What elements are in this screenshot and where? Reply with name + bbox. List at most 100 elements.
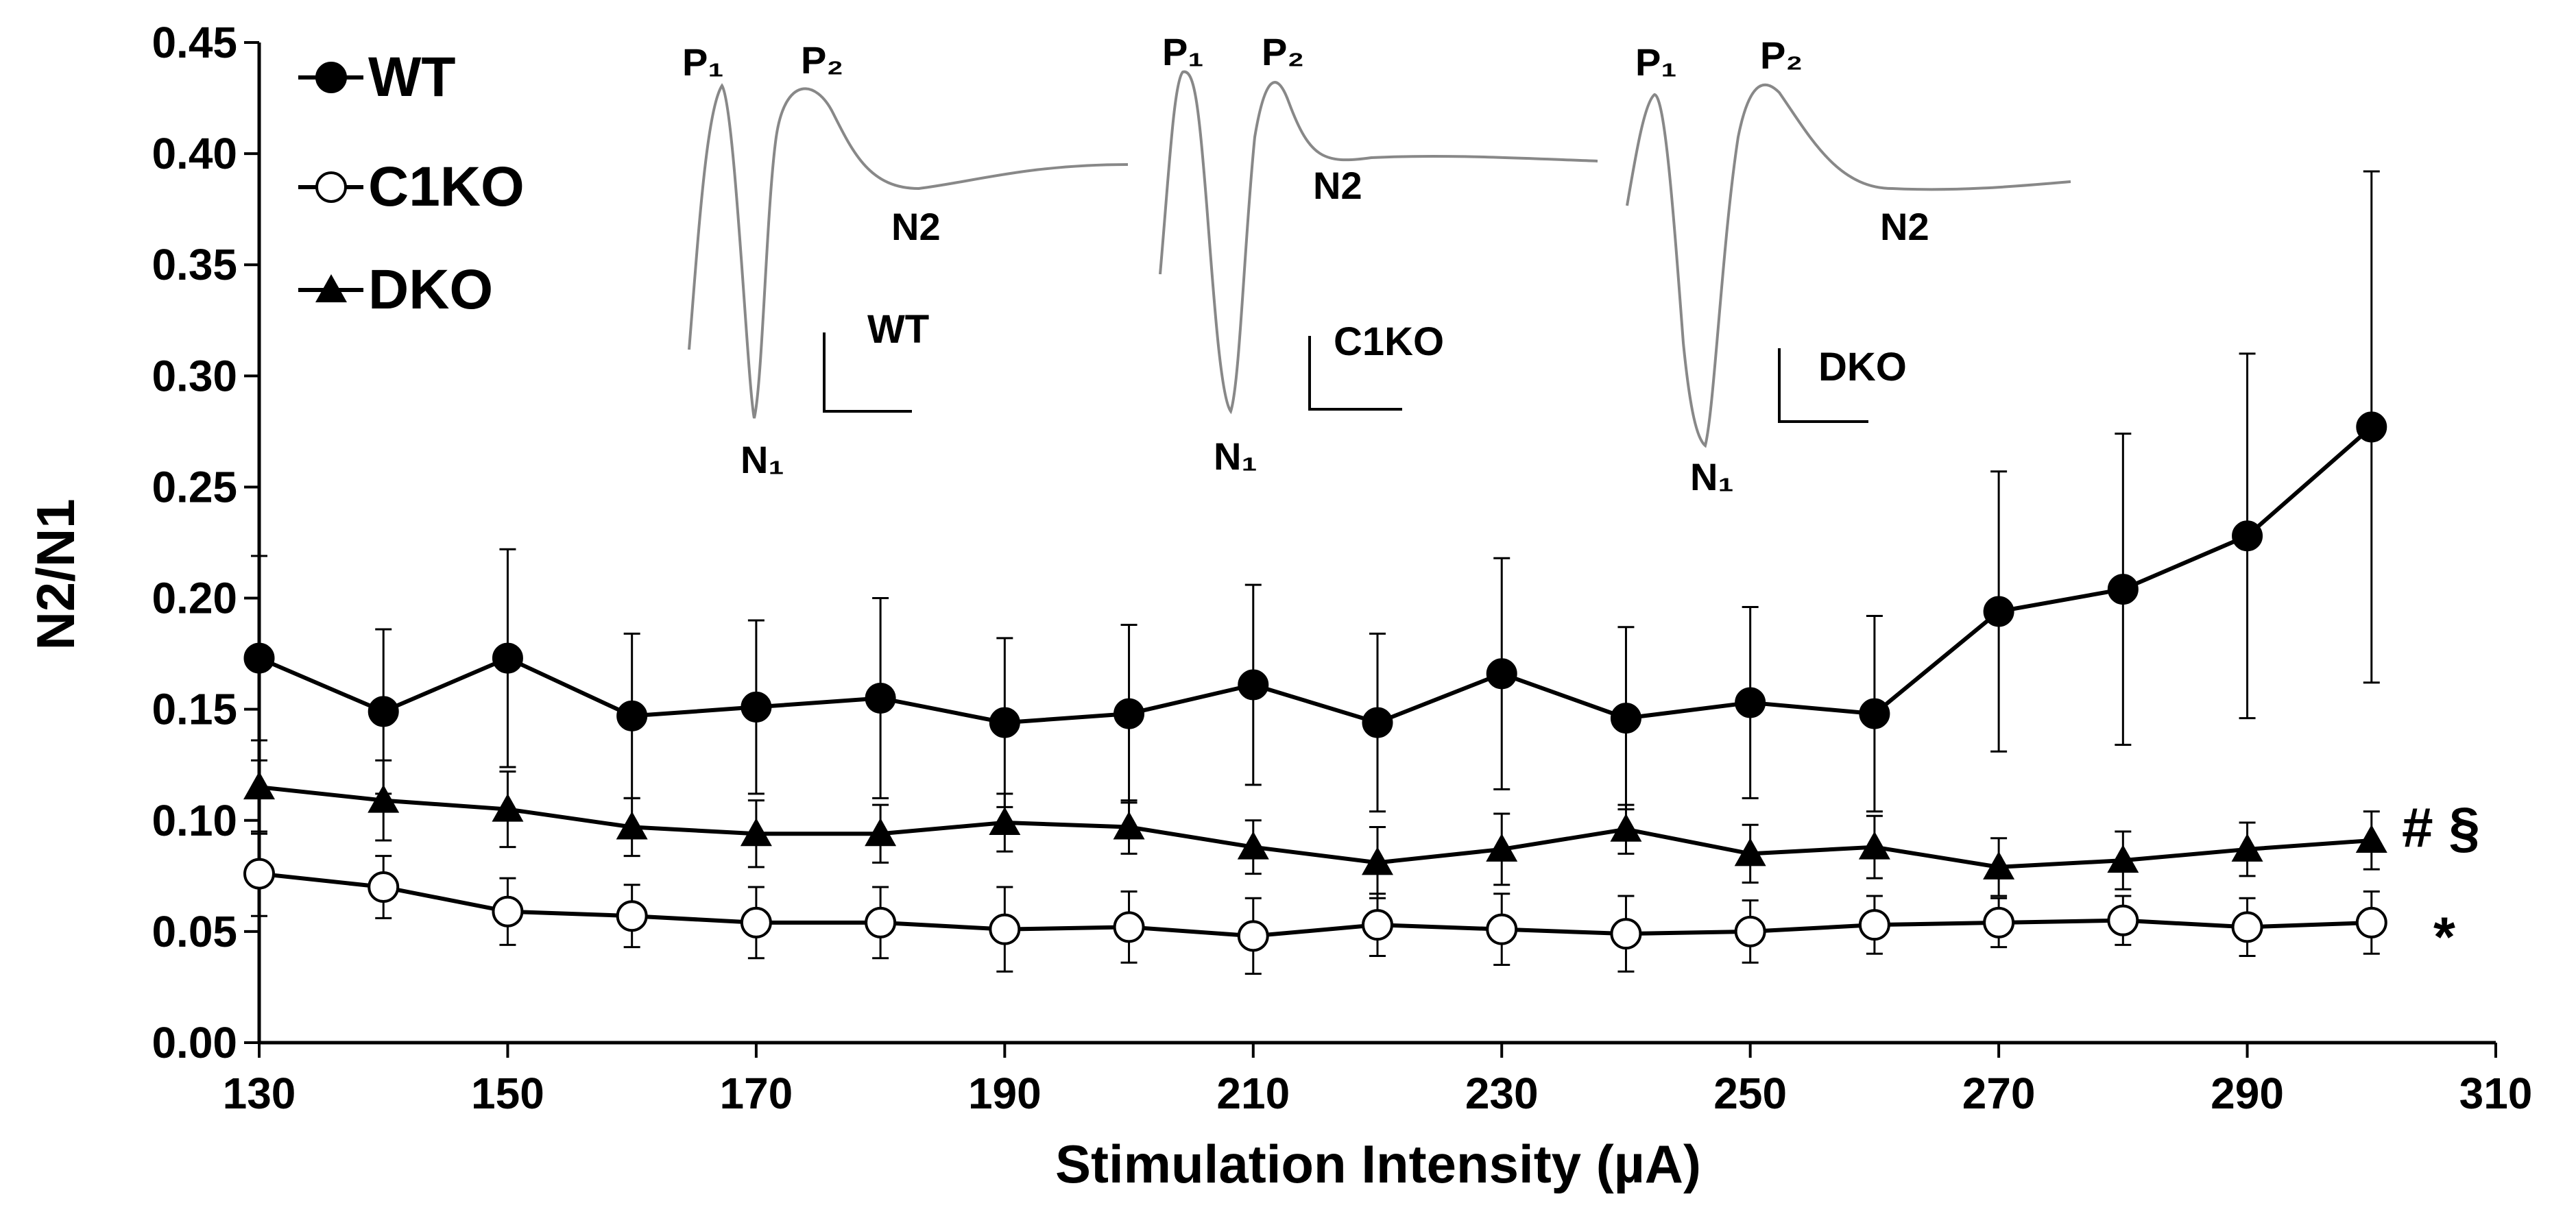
y-axis-label: N2/N1 bbox=[25, 498, 86, 650]
data-point-wt bbox=[368, 696, 399, 727]
inset-label-n1-wt: N₁ bbox=[741, 438, 784, 481]
data-point-wt bbox=[1859, 698, 1890, 729]
data-point-c1ko bbox=[616, 900, 648, 932]
inset-label-n1-c1ko: N₁ bbox=[1214, 435, 1257, 478]
data-point-wt bbox=[1114, 698, 1145, 729]
y-tick-label: 0.10 bbox=[152, 796, 237, 845]
inset-label-p2-c1ko: P₂ bbox=[1262, 30, 1304, 73]
data-point-c1ko bbox=[1734, 915, 1766, 947]
data-point-wt bbox=[1735, 687, 1766, 718]
data-point-c1ko bbox=[368, 871, 400, 903]
data-point-dko bbox=[616, 811, 648, 840]
data-point-wt bbox=[1486, 658, 1517, 690]
inset-waveform-c1ko bbox=[1159, 70, 1598, 415]
legend-label-dko: DKO bbox=[368, 258, 493, 321]
data-point-dko bbox=[865, 818, 897, 847]
data-point-dko bbox=[368, 784, 400, 813]
legend-label-c1ko: C1KO bbox=[368, 156, 525, 218]
data-point-c1ko bbox=[1362, 909, 1393, 941]
legend: WT C1KO DKO bbox=[298, 46, 525, 321]
inset-scale-bar-c1ko bbox=[1308, 336, 1402, 411]
data-point-c1ko bbox=[1610, 918, 1642, 950]
inset-label-n2-dko: N2 bbox=[1880, 205, 1929, 248]
x-tick-label: 150 bbox=[471, 1069, 544, 1118]
inset-label-p1-wt: P₁ bbox=[682, 40, 724, 84]
data-point-c1ko bbox=[2355, 906, 2387, 938]
inset-label-n1-dko: N₁ bbox=[1690, 455, 1734, 498]
inset-waveform-wt bbox=[688, 83, 1129, 419]
data-point-wt bbox=[741, 691, 772, 723]
legend-item-wt: WT bbox=[298, 46, 455, 108]
x-tick-label: 190 bbox=[968, 1069, 1042, 1118]
data-point-c1ko bbox=[243, 858, 275, 890]
series-line-c1ko bbox=[258, 871, 2372, 938]
inset-trace-wt: P₁ P₂ N₁ N2 WT bbox=[682, 38, 1129, 481]
y-tick-label: 0.30 bbox=[152, 351, 237, 400]
x-tick-label: 270 bbox=[1962, 1069, 2036, 1118]
series-wt bbox=[243, 170, 2387, 813]
inset-trace-dko: P₁ P₂ N₁ N2 DKO bbox=[1626, 34, 2071, 498]
inset-scale-bar-dko bbox=[1778, 348, 1868, 423]
data-point-dko bbox=[2231, 833, 2263, 862]
legend-item-dko: DKO bbox=[298, 258, 493, 321]
inset-trace-c1ko: P₁ P₂ N₁ N2 C1KO bbox=[1159, 30, 1598, 478]
data-point-dko bbox=[492, 793, 524, 822]
legend-label-wt: WT bbox=[368, 46, 455, 108]
series-line-dko bbox=[258, 785, 2372, 869]
y-tick-label: 0.20 bbox=[152, 574, 237, 623]
series-c1ko bbox=[243, 830, 2387, 975]
data-point-wt bbox=[865, 682, 896, 714]
legend-marker-c1ko bbox=[315, 171, 347, 203]
data-point-wt bbox=[989, 707, 1020, 738]
inset-label-p2-dko: P₂ bbox=[1760, 34, 1803, 77]
data-point-wt bbox=[2356, 411, 2387, 443]
y-tick-label: 0.25 bbox=[152, 462, 237, 511]
legend-item-c1ko: C1KO bbox=[298, 156, 525, 218]
data-point-dko bbox=[243, 771, 275, 800]
inset-label-p1-c1ko: P₁ bbox=[1162, 30, 1204, 73]
x-tick-label: 250 bbox=[1713, 1069, 1787, 1118]
inset-label-n2-c1ko: N2 bbox=[1313, 164, 1362, 207]
legend-marker-dko bbox=[315, 274, 347, 302]
x-tick-label: 170 bbox=[719, 1069, 793, 1118]
y-tick-label: 0.45 bbox=[152, 18, 237, 67]
data-point-dko bbox=[1983, 851, 2015, 880]
series-layer bbox=[243, 170, 2387, 975]
annotation-c1ko: * bbox=[2433, 906, 2455, 969]
data-point-dko bbox=[2355, 824, 2387, 853]
y-axis-ticks: 0.00 0.05 0.10 0.15 0.20 0.25 0.30 0.35 0.40 0.45 bbox=[152, 18, 259, 1067]
legend-marker-wt bbox=[315, 62, 347, 93]
data-point-c1ko bbox=[740, 906, 772, 938]
data-point-wt bbox=[1362, 707, 1393, 738]
y-tick-label: 0.15 bbox=[152, 685, 237, 734]
data-point-wt bbox=[2232, 520, 2263, 552]
data-point-wt bbox=[492, 642, 523, 674]
data-point-dko bbox=[1113, 811, 1145, 840]
x-tick-label: 290 bbox=[2211, 1069, 2284, 1118]
data-point-wt bbox=[1610, 703, 1641, 734]
data-point-dko bbox=[989, 807, 1021, 836]
data-point-c1ko bbox=[2231, 911, 2263, 943]
x-tick-label: 210 bbox=[1216, 1069, 1290, 1118]
inset-label-wt: WT bbox=[867, 307, 929, 352]
data-point-c1ko bbox=[1237, 920, 1269, 952]
data-point-dko bbox=[1610, 813, 1642, 842]
data-point-wt bbox=[2107, 574, 2139, 605]
x-tick-label: 230 bbox=[1465, 1069, 1539, 1118]
data-point-c1ko bbox=[2107, 904, 2139, 936]
data-point-dko bbox=[1734, 838, 1766, 866]
data-point-c1ko bbox=[1983, 906, 2015, 938]
y-tick-label: 0.35 bbox=[152, 240, 237, 289]
data-point-wt bbox=[1238, 669, 1269, 701]
annotation-dko: # § bbox=[2402, 797, 2480, 859]
data-point-c1ko bbox=[1858, 909, 1890, 941]
data-point-dko bbox=[1486, 833, 1518, 862]
data-point-dko bbox=[740, 818, 772, 847]
data-point-c1ko bbox=[492, 895, 524, 927]
inset-label-p1-dko: P₁ bbox=[1635, 40, 1677, 84]
series-dko bbox=[243, 739, 2387, 899]
inset-label-n2-wt: N2 bbox=[891, 205, 941, 248]
data-point-c1ko bbox=[865, 906, 897, 938]
data-point-wt bbox=[1983, 596, 2014, 627]
